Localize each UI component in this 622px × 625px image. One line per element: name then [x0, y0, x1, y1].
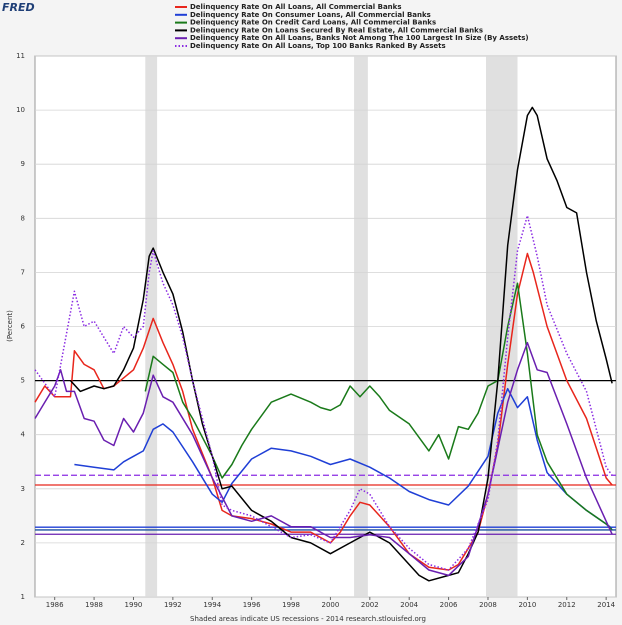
series-line: [74, 387, 613, 529]
y-tick-label: 7: [21, 268, 25, 276]
x-tick-label: 2002: [361, 601, 379, 609]
x-tick-label: 1986: [46, 601, 64, 609]
legend-label: Delinquency Rate On Consumer Loans, All …: [190, 11, 431, 19]
series-line: [34, 341, 613, 577]
x-tick-label: 2014: [597, 601, 615, 609]
x-tick-label: 1988: [85, 601, 103, 609]
y-axis-label: (Percent): [6, 310, 14, 342]
x-tick-label: 2000: [322, 601, 340, 609]
x-tick-label: 1998: [282, 601, 300, 609]
y-tick-label: 8: [21, 214, 25, 222]
series-line: [69, 106, 613, 582]
x-tick-label: 2006: [440, 601, 458, 609]
x-tick-label: 2004: [400, 601, 418, 609]
y-tick-label: 9: [21, 160, 25, 168]
legend-label: Delinquency Rate On All Loans, All Comme…: [190, 3, 401, 11]
x-tick-label: 2008: [479, 601, 497, 609]
legend-label: Delinquency Rate On Credit Card Loans, A…: [190, 19, 436, 27]
x-tick-label: 2010: [518, 601, 536, 609]
y-tick-label: 3: [21, 485, 25, 493]
y-tick-label: 1: [21, 593, 25, 601]
y-tick-label: 10: [16, 106, 25, 114]
y-tick-label: 6: [21, 323, 26, 331]
legend-label: Delinquency Rate On All Loans, Top 100 B…: [190, 42, 446, 50]
series-line: [144, 282, 613, 531]
legend-label: Delinquency Rate On All Loans, Banks Not…: [190, 34, 529, 42]
logo: FRED: [2, 1, 35, 14]
y-tick-label: 2: [21, 539, 25, 547]
x-tick-label: 1996: [243, 601, 261, 609]
y-tick-label: 11: [16, 52, 25, 60]
x-tick-label: 1992: [164, 601, 182, 609]
x-tick-label: 2012: [558, 601, 576, 609]
y-tick-label: 5: [21, 377, 25, 385]
legend-label: Delinquency Rate On Loans Secured By Rea…: [190, 26, 483, 34]
footer: Shaded areas indicate US recessions - 20…: [190, 615, 426, 623]
x-tick-label: 1994: [203, 601, 221, 609]
y-tick-label: 4: [21, 431, 26, 439]
x-tick-label: 1990: [125, 601, 143, 609]
series-line: [34, 214, 613, 571]
